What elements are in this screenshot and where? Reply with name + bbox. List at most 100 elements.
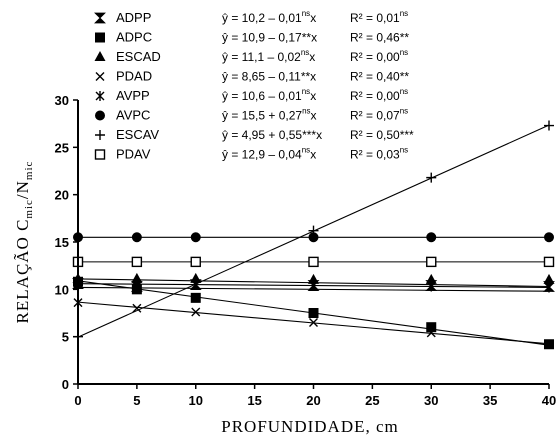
r2-text: R² = 0,03 — [350, 148, 400, 162]
legend-label: PDAV — [116, 147, 151, 162]
r2-text: R² = 0,00 — [350, 50, 400, 64]
circle-shape — [190, 232, 201, 243]
legend-item-pdav: PDAV ŷ = 12,9 – 0,04nsx R² = 0,03ns — [94, 146, 408, 162]
point-pdav — [190, 256, 201, 268]
x-shape — [95, 72, 105, 81]
x-ticks: 0 5 10 15 20 25 30 35 40 — [74, 384, 556, 408]
legend-r2: R² = 0,40** — [350, 70, 409, 84]
circle-shape — [95, 110, 105, 121]
open-square-shape — [543, 256, 555, 268]
asterisk-shape — [544, 282, 554, 293]
point-escav — [308, 225, 319, 236]
y-tick-label: 20 — [55, 188, 69, 203]
legend-equation: ŷ = 11,1 – 0,02nsx — [222, 48, 315, 64]
x-tick-label: 0 — [74, 393, 81, 408]
y-axis-title-main: RELAÇÃO C — [13, 219, 32, 324]
point-avpc — [308, 232, 319, 243]
legend-equation: ŷ = 12,9 – 0,04nsx — [222, 146, 316, 162]
x-tick-label: 20 — [306, 393, 320, 408]
y-tick-label: 30 — [55, 93, 69, 108]
point-avpc — [426, 232, 437, 243]
legend-equation: ŷ = 15,5 + 0,27nsx — [222, 107, 317, 123]
equation-text: ŷ = 12,9 – 0,04 — [222, 148, 302, 162]
square-icon — [95, 32, 105, 43]
equation-variable: x — [311, 109, 317, 123]
y-axis-title-sub2: mic — [23, 161, 35, 181]
y-axis-title-sub1: mic — [23, 199, 35, 219]
legend-label: PDAD — [116, 69, 152, 84]
point-escad — [190, 272, 202, 283]
equation-text: ŷ = 10,2 – 0,01 — [222, 11, 302, 25]
x-shape — [309, 317, 318, 327]
plus-shape — [544, 120, 554, 131]
square-shape — [308, 308, 319, 318]
x-shape — [191, 307, 201, 317]
x-tick-label: 10 — [189, 393, 203, 408]
point-avpp — [309, 280, 318, 291]
y-tick-label: 15 — [55, 235, 69, 250]
open-square-shape — [190, 256, 201, 268]
open-square-icon — [94, 149, 106, 160]
legend-equation: ŷ = 8,65 – 0,11**x — [222, 70, 316, 84]
y-tick-label: 5 — [62, 330, 69, 345]
point-pdad — [426, 328, 436, 338]
x-tick-label: 40 — [542, 393, 556, 408]
plus-shape — [95, 130, 105, 140]
point-avpc — [190, 232, 201, 243]
triangle-shape — [543, 273, 555, 284]
r2-significance: ns — [400, 146, 408, 155]
equation-significance: ns — [302, 9, 310, 18]
legend-equation: ŷ = 10,6 – 0,01nsx — [222, 87, 316, 103]
point-adpc — [308, 308, 319, 318]
triangle-shape — [190, 272, 202, 283]
point-avpc — [544, 232, 554, 243]
equation-variable: x — [310, 148, 316, 162]
hourglass-icon — [94, 12, 106, 24]
y-ticks: 0 5 10 15 20 25 30 — [55, 93, 78, 392]
point-avpp — [426, 281, 436, 292]
point-avpc — [131, 232, 142, 243]
x-icon — [95, 72, 105, 81]
legend-r2: R² = 0,03ns — [350, 146, 408, 162]
x-shape — [132, 303, 142, 313]
point-avpp — [132, 278, 142, 289]
x-shape — [426, 328, 436, 338]
point-escad — [425, 273, 437, 284]
equation-text: ŷ = 10,9 – 0,17**x — [222, 31, 317, 45]
legend-r2: R² = 0,07ns — [350, 107, 408, 123]
point-escav — [544, 120, 554, 131]
point-escav — [426, 172, 437, 183]
circle-shape — [426, 232, 437, 243]
triangle-icon — [94, 51, 106, 61]
asterisk-shape — [95, 91, 105, 101]
r2-text: R² = 0,00 — [350, 89, 400, 103]
legend-equation: ŷ = 10,9 – 0,17**x — [222, 31, 317, 45]
equation-significance: ns — [302, 146, 310, 155]
r2-text: R² = 0,01 — [350, 11, 400, 25]
open-square-shape — [426, 256, 437, 268]
r2-text: R² = 0,40** — [350, 70, 409, 84]
legend-item-escad: ESCAD ŷ = 11,1 – 0,02nsx R² = 0,00ns — [94, 48, 408, 64]
legend-label: AVPP — [116, 88, 150, 103]
r2-significance: ns — [400, 107, 408, 116]
equation-text: ŷ = 4,95 + 0,55***x — [222, 128, 322, 142]
circle-shape — [544, 232, 554, 243]
legend-label: AVPC — [116, 108, 150, 123]
plus-icon — [95, 130, 105, 140]
point-pdad — [132, 303, 142, 313]
equation-significance: ns — [302, 107, 310, 116]
r2-significance: ns — [400, 9, 408, 18]
r2-significance: ns — [400, 48, 408, 57]
equation-variable: x — [310, 11, 316, 25]
point-avpp — [191, 279, 201, 290]
asterisk-shape — [132, 278, 142, 289]
equation-variable: x — [310, 89, 316, 103]
hourglass-shape — [94, 12, 106, 24]
y-tick-label: 10 — [55, 282, 69, 297]
circle-icon — [95, 110, 105, 121]
x-tick-label: 30 — [424, 393, 438, 408]
asterisk-shape — [426, 281, 436, 292]
square-shape — [131, 284, 142, 295]
y-tick-label: 0 — [62, 377, 69, 392]
